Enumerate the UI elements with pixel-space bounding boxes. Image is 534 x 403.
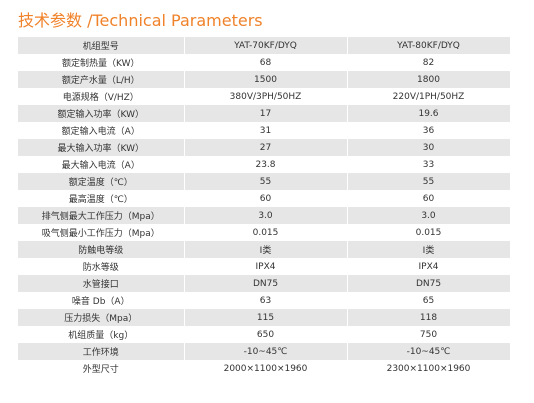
page-title: 技术参数 /Technical Parameters [18,11,263,30]
parameter-value: 115 [184,309,348,326]
parameter-name: 额定输入电流（A） [18,122,185,139]
parameter-name: 机组型号 [18,37,185,54]
parameter-value: 30 [347,139,511,156]
parameter-value: 68 [184,54,348,71]
table-row: 机组质量（kg） 650 750 [18,326,511,343]
parameter-name: 外型尺寸 [18,360,185,377]
table-row: 额定输入电流（A） 31 36 [18,122,511,139]
table-row: 防触电等级 Ⅰ类 Ⅰ类 [18,241,511,258]
parameter-name: 水管接口 [18,275,185,292]
parameter-value: 65 [347,292,511,309]
parameter-value: YAT-70KF/DYQ [184,37,348,54]
parameter-value: Ⅰ类 [184,241,348,258]
table-row: 工作环境 -10~45℃ -10~45℃ [18,343,511,360]
parameter-value: -10~45℃ [184,343,348,360]
parameter-value: 17 [184,105,348,122]
parameter-value: 118 [347,309,511,326]
parameter-name: 排气侧最大工作压力（Mpa） [18,207,185,224]
parameter-value: 3.0 [347,207,511,224]
table-row: 压力损失（Mpa） 115 118 [18,309,511,326]
table-row: 额定温度（℃） 55 55 [18,173,511,190]
parameter-value: 60 [184,190,348,207]
parameter-value: DN75 [184,275,348,292]
table-row: 最高温度（℃） 60 60 [18,190,511,207]
table-row: 机组型号 YAT-70KF/DYQ YAT-80KF/DYQ [18,37,511,54]
parameter-value: DN75 [347,275,511,292]
parameter-name: 额定产水量（L/H） [18,71,185,88]
table-row: 最大输入功率（KW） 27 30 [18,139,511,156]
parameter-value: 33 [347,156,511,173]
parameter-name: 防水等级 [18,258,185,275]
parameter-name: 工作环境 [18,343,185,360]
parameter-name: 额定制热量（KW） [18,54,185,71]
table-row: 额定输入功率（KW） 17 19.6 [18,105,511,122]
parameter-value: IPX4 [184,258,348,275]
table-row: 噪音 Db（A） 63 65 [18,292,511,309]
parameter-value: 2000×1100×1960 [184,360,348,377]
table-row: 排气侧最大工作压力（Mpa） 3.0 3.0 [18,207,511,224]
parameter-value: IPX4 [347,258,511,275]
parameter-name: 最大输入功率（KW） [18,139,185,156]
parameter-value: Ⅰ类 [347,241,511,258]
table-row: 最大输入电流（A） 23.8 33 [18,156,511,173]
parameter-name: 最大输入电流（A） [18,156,185,173]
parameter-name: 防触电等级 [18,241,185,258]
table-row: 电源规格（V/HZ） 380V/3PH/50HZ 220V/1PH/50HZ [18,88,511,105]
parameter-value: 220V/1PH/50HZ [347,88,511,105]
spec-table: 机组型号 YAT-70KF/DYQ YAT-80KF/DYQ 额定制热量（KW） 68 8… [18,37,511,377]
parameter-name: 电源规格（V/HZ） [18,88,185,105]
parameter-name: 压力损失（Mpa） [18,309,185,326]
parameter-value: 2300×1100×1960 [347,360,511,377]
table-row: 防水等级 IPX4 IPX4 [18,258,511,275]
parameter-value: 19.6 [347,105,511,122]
table-row: 吸气侧最小工作压力（Mpa） 0.015 0.015 [18,224,511,241]
parameter-name: 额定输入功率（KW） [18,105,185,122]
parameter-value: 380V/3PH/50HZ [184,88,348,105]
parameter-value: 1800 [347,71,511,88]
parameter-value: 55 [184,173,348,190]
table-row: 额定产水量（L/H） 1500 1800 [18,71,511,88]
parameter-value: 3.0 [184,207,348,224]
table-row: 外型尺寸 2000×1100×1960 2300×1100×1960 [18,360,511,377]
parameter-value: 31 [184,122,348,139]
parameter-name: 机组质量（kg） [18,326,185,343]
parameter-name: 额定温度（℃） [18,173,185,190]
table-row: 水管接口 DN75 DN75 [18,275,511,292]
parameter-value: 0.015 [347,224,511,241]
parameter-value: 650 [184,326,348,343]
parameter-value: 0.015 [184,224,348,241]
parameter-value: 36 [347,122,511,139]
parameter-value: 82 [347,54,511,71]
parameter-name: 噪音 Db（A） [18,292,185,309]
table-row: 额定制热量（KW） 68 82 [18,54,511,71]
parameter-value: -10~45℃ [347,343,511,360]
parameter-value: 60 [347,190,511,207]
parameter-value: 55 [347,173,511,190]
parameter-name: 吸气侧最小工作压力（Mpa） [18,224,185,241]
parameter-value: YAT-80KF/DYQ [347,37,511,54]
parameter-value: 27 [184,139,348,156]
parameter-name: 最高温度（℃） [18,190,185,207]
parameter-value: 63 [184,292,348,309]
parameter-value: 23.8 [184,156,348,173]
parameter-value: 750 [347,326,511,343]
parameter-value: 1500 [184,71,348,88]
